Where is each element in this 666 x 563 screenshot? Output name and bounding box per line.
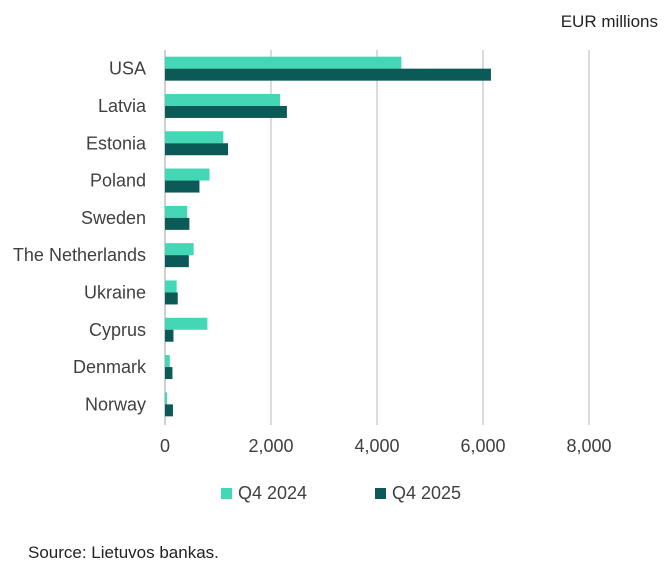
legend-label: Q4 2025 [392,483,461,503]
bar [165,355,170,368]
legend-swatch [375,488,386,499]
bar [165,317,208,330]
bar [165,143,229,156]
bar [165,392,168,405]
category-label: Estonia [86,133,147,153]
bar [165,93,281,106]
category-label: Sweden [81,208,146,228]
legend-swatch [221,488,232,499]
category-label: Ukraine [84,282,146,302]
category-labels: USA Latvia Estonia Poland Sweden The Netherla… [13,59,147,415]
legend-label: Q4 2024 [238,483,307,503]
bar [165,280,177,293]
bar [165,105,287,118]
bar [165,56,402,69]
bar [165,168,210,181]
category-label: USA [109,59,146,79]
bars [165,56,491,417]
bar [165,180,200,193]
category-label: Poland [90,171,146,191]
category-label: The Netherlands [13,245,146,265]
unit-label: EUR millions [560,12,658,31]
bar [165,404,173,417]
bar [165,217,190,230]
bar [165,68,491,81]
bar [165,243,194,256]
x-tick-label: 8,000 [566,436,611,456]
x-tick-label: 2,000 [248,436,293,456]
bar [165,329,174,342]
x-tick-label: 6,000 [460,436,505,456]
category-label: Latvia [98,96,147,116]
x-tick-label: 0 [160,436,170,456]
bar [165,205,188,218]
source-note: Source: Lietuvos bankas. [28,543,219,562]
category-label: Cyprus [89,320,146,340]
bar [165,367,173,380]
x-tick-labels: 0 2,000 4,000 6,000 8,000 [160,436,612,456]
bar [165,255,189,268]
bar [165,131,224,144]
category-label: Denmark [73,357,147,377]
category-label: Norway [85,394,146,414]
x-tick-label: 4,000 [354,436,399,456]
legend: Q4 2024 Q4 2025 [221,483,461,503]
bar [165,292,178,305]
